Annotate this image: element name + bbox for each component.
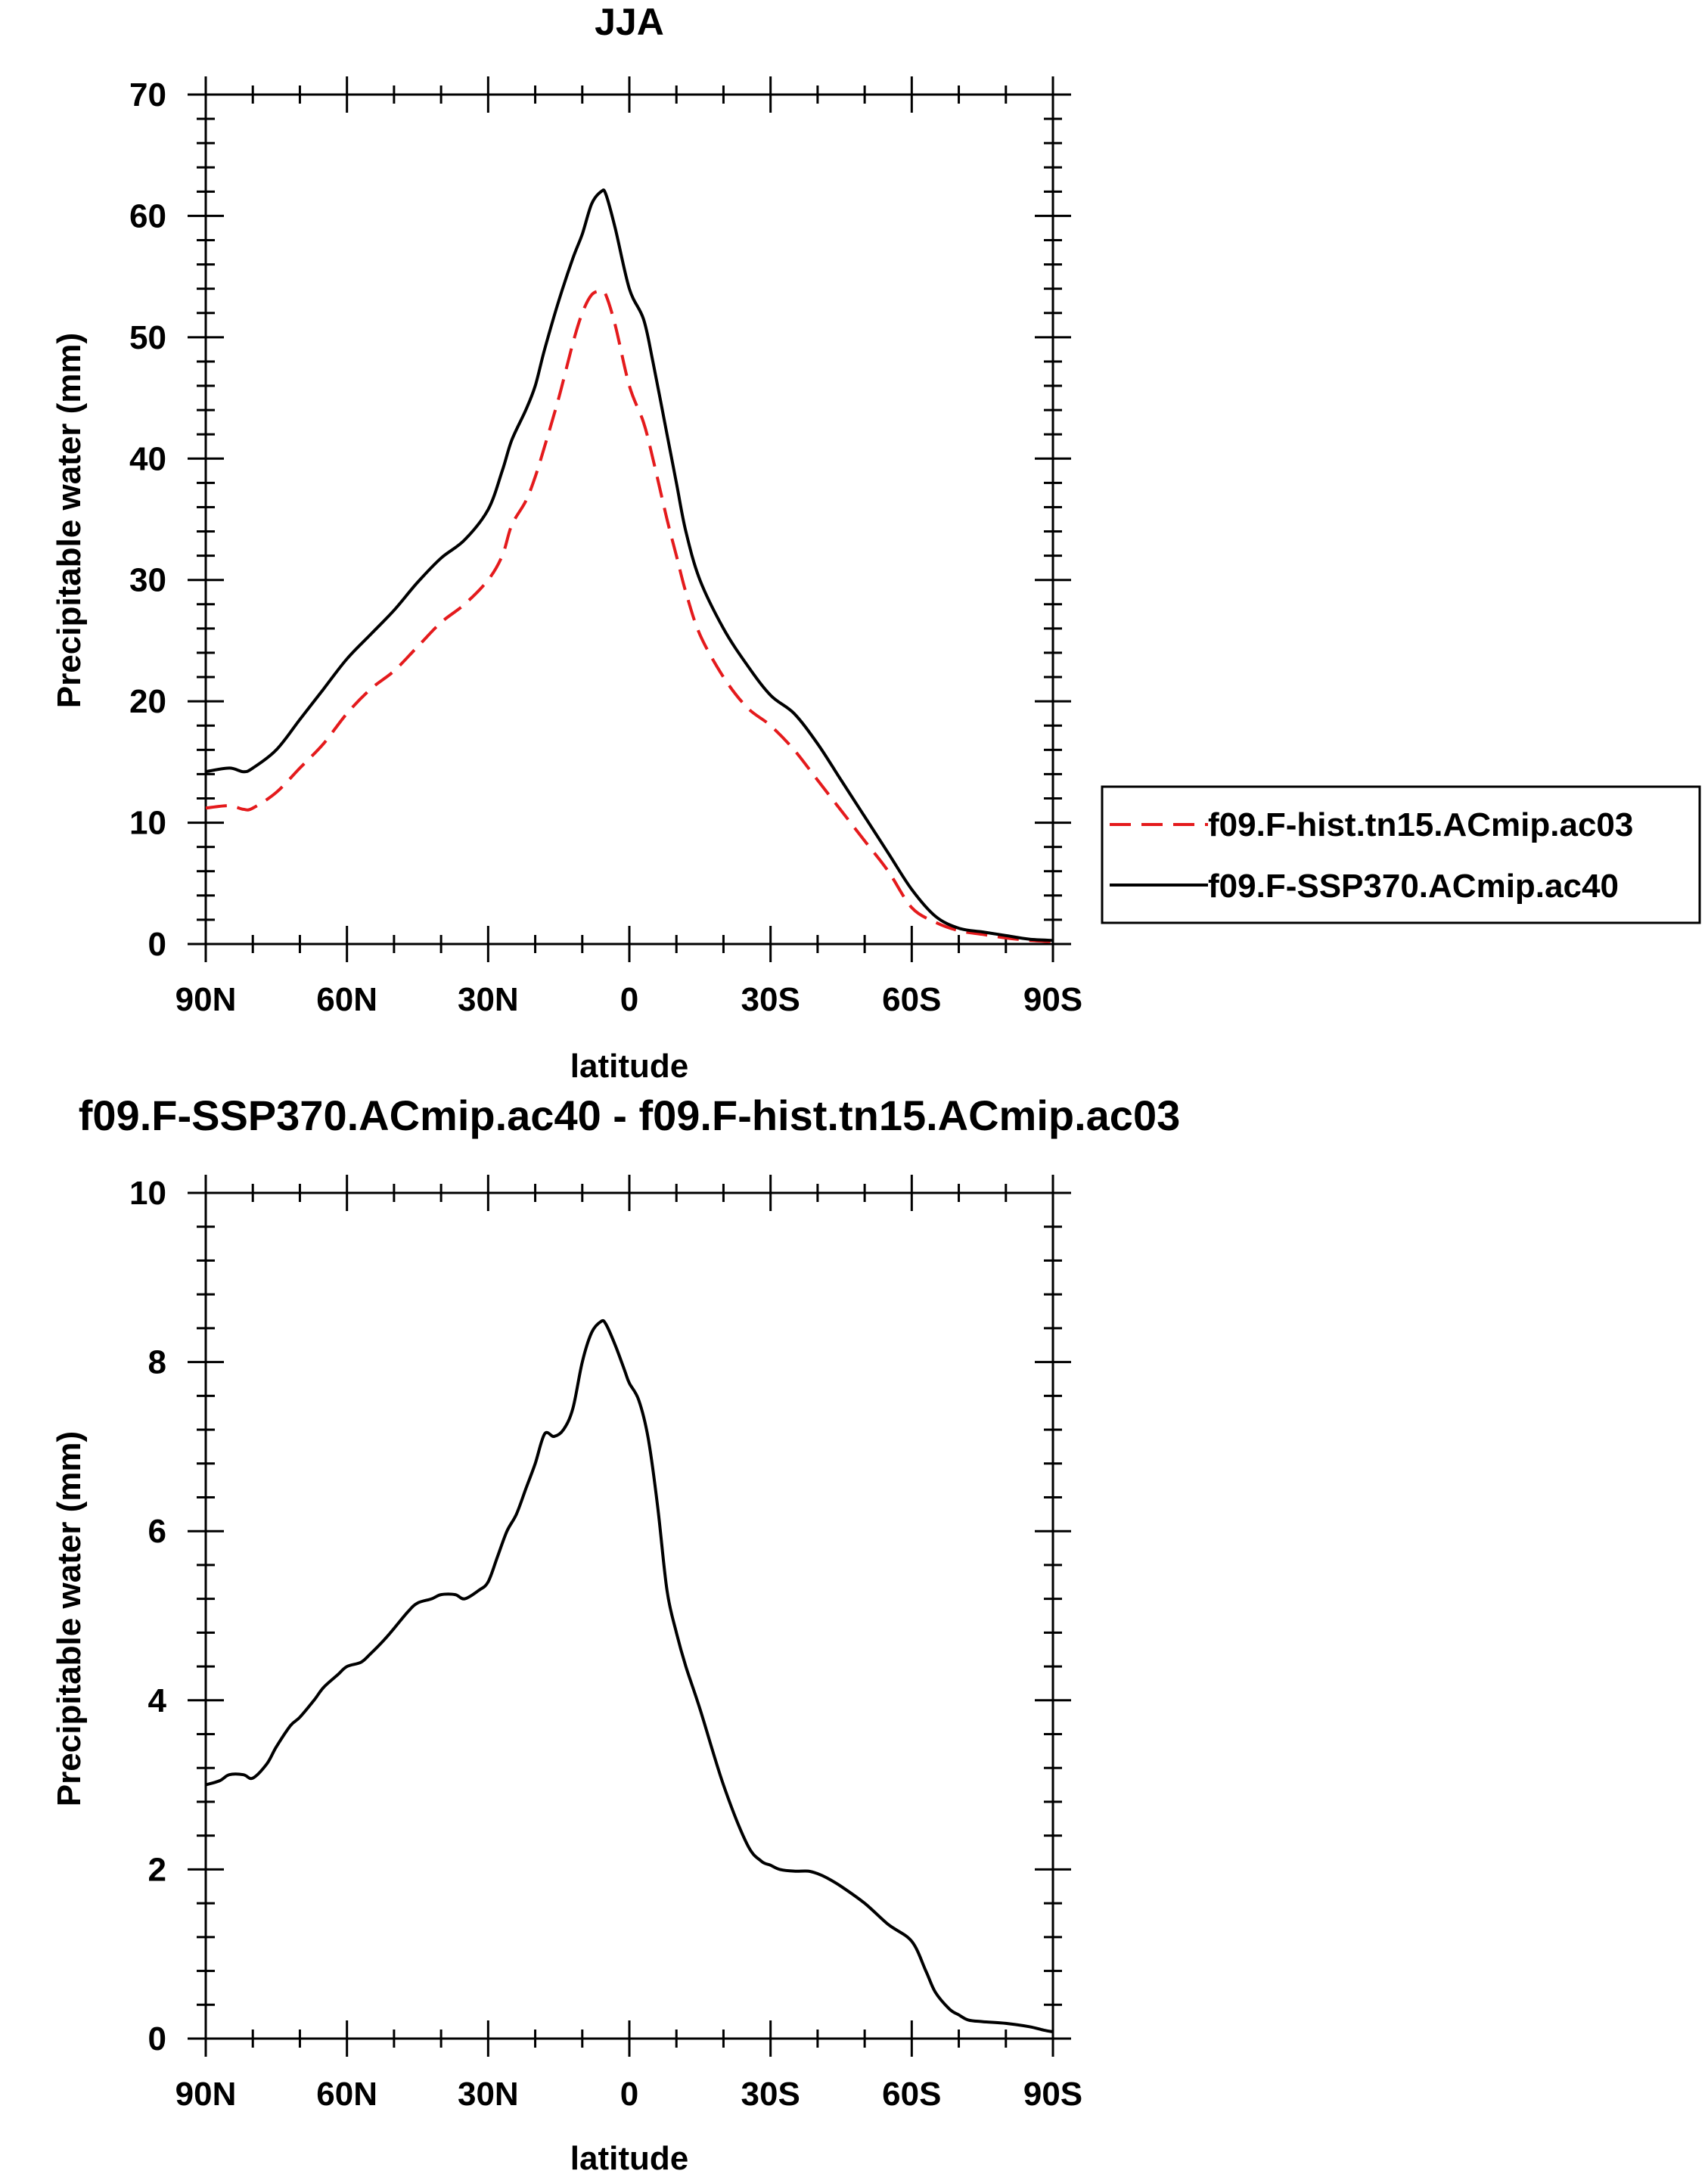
bottom-x-tick-label: 0	[620, 2076, 638, 2113]
top-series-line-1	[205, 289, 1054, 943]
top-y-tick-label: 40	[129, 440, 166, 477]
top-x-tick-label: 60S	[882, 981, 941, 1018]
top-x-tick-label: 30N	[458, 981, 519, 1018]
bottom-chart: 0 2 4 6 8 10 90N 60N 30N 0 30S 60S 90S	[129, 1175, 1082, 2113]
top-x-tick-label: 0	[620, 981, 638, 1018]
bottom-x-tick-label: 60S	[882, 2076, 941, 2113]
bottom-y-tick-label: 8	[148, 1344, 166, 1381]
top-x-tick-label: 30S	[741, 981, 800, 1018]
top-series-line-2	[205, 188, 1054, 943]
bottom-chart-title: f09.F-SSP370.ACmip.ac40 - f09.F-hist.tn1…	[79, 1092, 1181, 1139]
legend-box	[1101, 785, 1701, 924]
bottom-y-tick-label: 2	[148, 1851, 166, 1888]
top-chart-x-axis-label: latitude	[570, 1048, 688, 1085]
top-y-tick-label: 30	[129, 562, 166, 599]
bottom-chart-x-axis-label: latitude	[570, 2140, 688, 2177]
top-plot-frame	[204, 93, 1054, 946]
legend-label-ssp370: f09.F-SSP370.ACmip.ac40	[1208, 868, 1619, 905]
top-chart-title: JJA	[595, 1, 664, 43]
bottom-y-tick-label: 4	[148, 1682, 167, 1719]
top-y-tick-label: 20	[129, 683, 166, 720]
top-x-tick-label: 90S	[1023, 981, 1082, 1018]
bottom-y-tick-label: 10	[129, 1175, 166, 1212]
top-y-tick-label: 60	[129, 197, 166, 234]
bottom-x-tick-label: 90S	[1023, 2076, 1082, 2113]
top-y-tick-label: 10	[129, 805, 166, 842]
bottom-x-tick-label: 30S	[741, 2076, 800, 2113]
bottom-x-tick-label: 90N	[175, 2076, 237, 2113]
top-y-tick-label: 50	[129, 319, 166, 356]
legend: f09.F-hist.tn15.ACmip.ac03 f09.F-SSP370.…	[1101, 785, 1701, 924]
legend-label-hist: f09.F-hist.tn15.ACmip.ac03	[1208, 806, 1633, 843]
top-x-tick-label: 90N	[175, 981, 237, 1018]
bottom-y-tick-label: 6	[148, 1513, 166, 1550]
bottom-x-tick-label: 30N	[458, 2076, 519, 2113]
bottom-series-line-1	[205, 1318, 1054, 2034]
bottom-plot-frame	[204, 1191, 1054, 2040]
bottom-x-tick-label: 60N	[316, 2076, 377, 2113]
top-chart: 0 10 20 30 40 50 60 70 90N 60N 30N 0 30S 60S 90S	[129, 76, 1082, 1018]
top-chart-y-axis-label: Precipitable water (mm)	[51, 333, 88, 708]
top-x-tick-label: 60N	[316, 981, 377, 1018]
bottom-y-tick-label: 0	[148, 2020, 166, 2057]
top-y-tick-label: 0	[148, 926, 166, 963]
bottom-chart-y-axis-label: Precipitable water (mm)	[51, 1431, 88, 1806]
top-y-tick-label: 70	[129, 76, 166, 113]
